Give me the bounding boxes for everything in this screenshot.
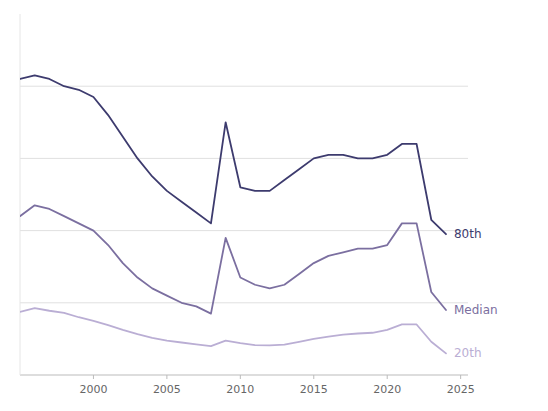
y-axis-line [20, 14, 21, 375]
x-axis-line [20, 375, 468, 376]
series-label: 20th [454, 346, 482, 360]
x-ticks: 2000 2005 2010 2015 2020 2025 [79, 375, 474, 396]
lines [20, 75, 446, 353]
x-tick-label: 2000 [79, 383, 107, 396]
series-line [20, 75, 446, 234]
x-tick [166, 375, 167, 379]
x-tick [93, 375, 94, 379]
x-tick [313, 375, 314, 379]
x-tick [460, 375, 461, 379]
grid-line [20, 158, 468, 159]
series-line [20, 308, 446, 353]
series-label: Median [454, 303, 498, 317]
x-tick [387, 375, 388, 379]
series-line [20, 205, 446, 313]
grid-line [20, 86, 468, 87]
series-label: 80th [454, 227, 482, 241]
x-tick-label: 2015 [300, 383, 328, 396]
x-tick-label: 2025 [447, 383, 475, 396]
x-tick-label: 2010 [226, 383, 254, 396]
grid-line [20, 230, 468, 231]
end-labels: 80th Median 20th [454, 227, 498, 360]
x-tick-label: 2020 [373, 383, 401, 396]
grid [20, 86, 468, 303]
grid-line [20, 302, 468, 303]
x-tick-label: 2005 [153, 383, 181, 396]
chart: 2000 2005 2010 2015 2020 2025 80th Median 20th [0, 0, 548, 411]
x-tick [240, 375, 241, 379]
